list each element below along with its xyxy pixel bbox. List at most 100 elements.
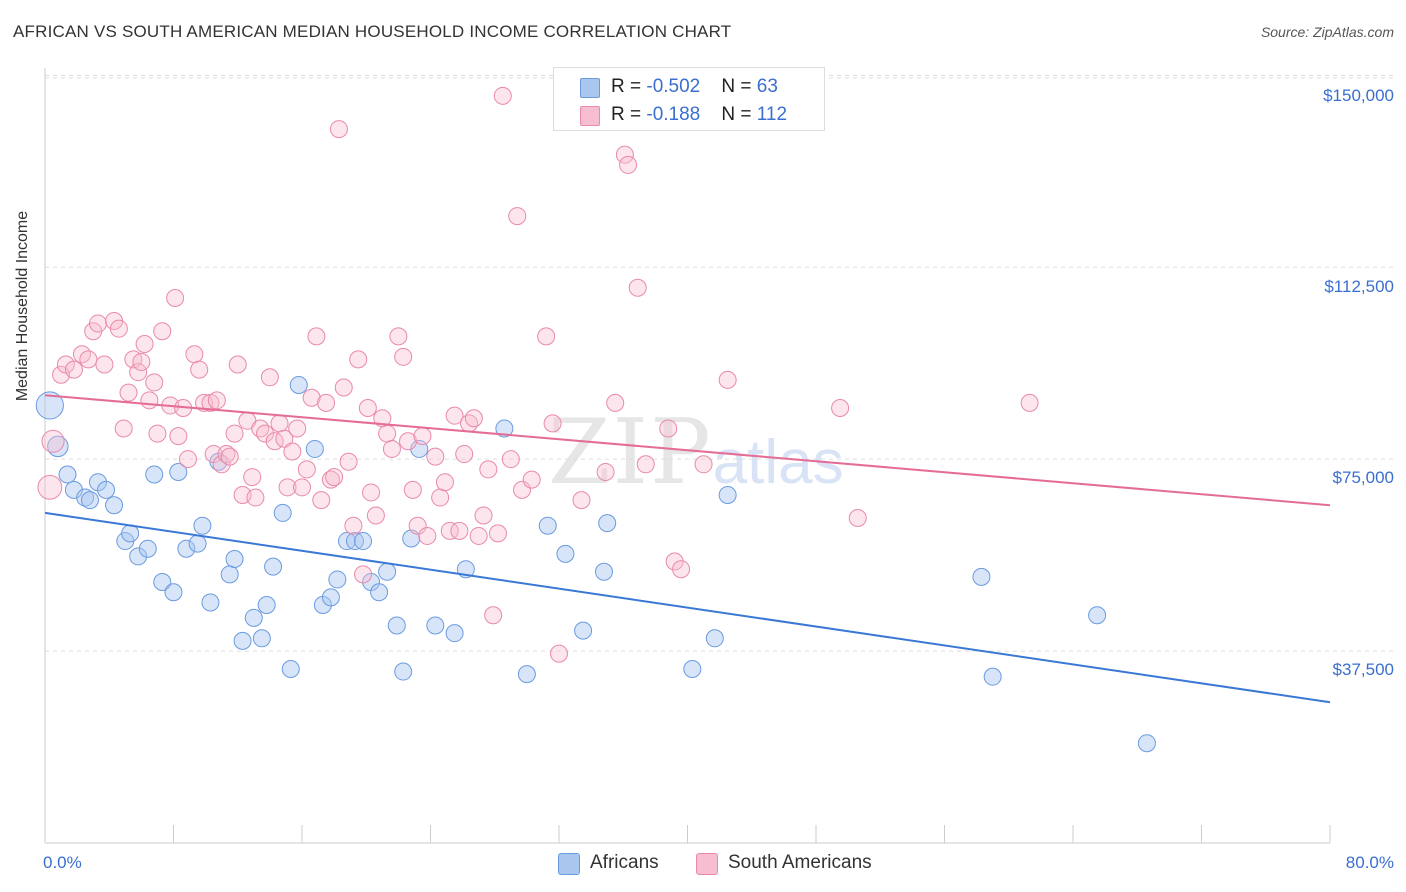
y-axis-label: Median Household Income xyxy=(14,210,31,402)
africans-point xyxy=(164,583,183,602)
africans-point xyxy=(328,570,347,589)
africans-point xyxy=(97,480,116,499)
south-americans-point xyxy=(366,506,385,525)
south-americans-point xyxy=(508,207,527,226)
south-americans-point xyxy=(312,491,331,510)
africans-point xyxy=(252,629,271,648)
africans-point xyxy=(145,465,164,484)
south-americans-point xyxy=(169,427,188,446)
south-americans-point xyxy=(543,414,562,433)
r-value: -0.502 xyxy=(646,76,701,97)
africans-point xyxy=(201,593,220,612)
africans-point xyxy=(225,549,244,568)
south-americans-point xyxy=(1020,393,1039,412)
stats-legend: R = -0.502 N = 63 R = -0.188 N = 112 xyxy=(553,67,825,131)
south-americans-point xyxy=(321,470,340,489)
africans-point xyxy=(193,516,212,535)
africans-point xyxy=(517,665,536,684)
south-americans-point xyxy=(283,442,302,461)
south-americans-point xyxy=(37,474,63,500)
south-americans-point xyxy=(270,414,289,433)
africans-point xyxy=(169,462,188,481)
africans-point xyxy=(1088,606,1107,625)
legend-swatch-africans xyxy=(580,78,600,98)
africans-point xyxy=(273,503,292,522)
legend-row-south-americans: R = -0.188 N = 112 xyxy=(554,101,824,129)
africans-point xyxy=(305,439,324,458)
africans-point xyxy=(188,534,207,553)
south-americans-point xyxy=(358,399,377,417)
south-americans-point xyxy=(243,468,262,487)
watermark-zip: ZIP xyxy=(548,400,713,505)
south-americans-point xyxy=(329,120,348,139)
south-americans-point xyxy=(455,445,474,464)
africans-point xyxy=(105,496,124,515)
africans-point xyxy=(972,567,991,586)
south-americans-point xyxy=(440,521,459,540)
south-americans-point xyxy=(672,560,691,579)
south-americans-point xyxy=(848,509,867,528)
south-americans-point xyxy=(64,360,83,379)
africans-point xyxy=(35,391,64,420)
africans-point xyxy=(233,631,252,650)
south-americans-point xyxy=(114,419,133,438)
south-americans-point xyxy=(225,424,244,443)
south-americans-point xyxy=(307,327,326,346)
south-americans-point xyxy=(325,468,344,487)
south-americans-trend-line xyxy=(44,394,1331,507)
south-americans-point xyxy=(394,347,413,366)
south-americans-point xyxy=(522,470,541,489)
south-americans-point xyxy=(89,314,108,333)
south-americans-point xyxy=(606,393,625,412)
south-americans-point xyxy=(572,491,591,510)
r-value: -0.188 xyxy=(646,104,701,125)
africans-point xyxy=(354,532,373,551)
south-americans-point xyxy=(403,480,422,499)
legend-swatch-south-americans xyxy=(580,106,600,126)
south-americans-point xyxy=(275,429,294,448)
south-americans-point xyxy=(288,419,307,438)
south-americans-point xyxy=(399,432,418,451)
africans-point xyxy=(76,488,95,507)
x-tick-label-min: 0.0% xyxy=(43,853,82,872)
legend-text: R = -0.188 N = 112 xyxy=(611,104,788,125)
africans-point xyxy=(121,524,140,543)
south-americans-point xyxy=(619,155,638,174)
south-americans-point xyxy=(537,327,556,346)
south-americans-point xyxy=(217,445,236,464)
africans-point xyxy=(983,667,1002,686)
south-americans-point xyxy=(665,552,684,571)
africans-point xyxy=(58,465,77,484)
n-value: 112 xyxy=(756,104,788,125)
legend-text: R = -0.502 N = 63 xyxy=(611,76,778,97)
africans-point xyxy=(264,557,283,576)
south-americans-point xyxy=(260,368,279,387)
south-americans-point xyxy=(479,460,498,479)
south-americans-point xyxy=(293,478,311,497)
south-americans-point xyxy=(148,424,167,443)
africans-point xyxy=(538,516,557,535)
south-americans-point xyxy=(166,288,185,307)
south-americans-point xyxy=(445,406,464,425)
south-americans-point xyxy=(135,335,154,354)
south-americans-point xyxy=(178,450,197,469)
south-americans-point xyxy=(378,424,397,443)
legend-swatch-south-americans xyxy=(696,853,718,875)
south-americans-point xyxy=(109,319,128,338)
south-americans-point xyxy=(718,370,737,389)
south-americans-point xyxy=(220,447,239,466)
africans-point xyxy=(153,573,172,591)
y-tick-label: $150,000 xyxy=(1323,86,1394,105)
y-tick-label: $112,500 xyxy=(1324,277,1394,296)
south-americans-point xyxy=(251,419,270,438)
south-americans-point xyxy=(431,488,450,507)
x-tick-label-max: 80.0% xyxy=(1345,853,1394,872)
south-americans-point xyxy=(382,439,401,458)
south-americans-point xyxy=(464,409,483,428)
south-americans-point xyxy=(129,363,148,382)
africans-point xyxy=(1137,734,1156,753)
south-americans-point xyxy=(190,360,209,379)
africans-point xyxy=(598,514,617,533)
south-americans-point xyxy=(596,462,615,481)
south-americans-point xyxy=(256,424,275,443)
